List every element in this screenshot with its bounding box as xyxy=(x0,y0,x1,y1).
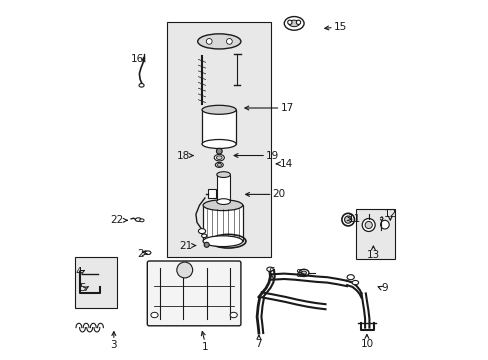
Circle shape xyxy=(287,20,291,24)
Ellipse shape xyxy=(139,84,144,87)
Text: 19: 19 xyxy=(265,150,279,161)
Text: 8: 8 xyxy=(295,269,302,279)
Text: 21: 21 xyxy=(179,240,192,251)
Ellipse shape xyxy=(140,219,144,222)
Circle shape xyxy=(380,220,388,229)
Ellipse shape xyxy=(197,34,241,49)
Text: 14: 14 xyxy=(279,159,292,169)
Circle shape xyxy=(216,148,222,154)
Text: 12: 12 xyxy=(383,209,396,219)
Ellipse shape xyxy=(216,199,230,204)
Bar xyxy=(75,257,117,308)
Ellipse shape xyxy=(216,172,230,177)
Circle shape xyxy=(206,39,212,44)
Bar xyxy=(203,205,242,241)
Bar xyxy=(202,110,236,144)
Ellipse shape xyxy=(288,20,299,27)
Bar xyxy=(216,175,230,202)
Ellipse shape xyxy=(351,280,358,285)
Text: 20: 20 xyxy=(272,189,285,199)
Ellipse shape xyxy=(151,312,158,318)
Ellipse shape xyxy=(266,267,273,271)
Bar xyxy=(208,189,215,198)
Text: 15: 15 xyxy=(333,22,346,32)
Ellipse shape xyxy=(230,312,237,318)
Ellipse shape xyxy=(215,162,223,167)
Ellipse shape xyxy=(135,218,141,221)
Circle shape xyxy=(177,262,192,278)
Bar xyxy=(167,22,271,257)
Text: 18: 18 xyxy=(177,150,190,161)
Ellipse shape xyxy=(217,163,221,166)
Ellipse shape xyxy=(214,154,224,161)
Text: 3: 3 xyxy=(110,340,117,350)
Ellipse shape xyxy=(145,251,151,255)
Text: 1: 1 xyxy=(201,342,208,352)
Bar xyxy=(355,209,394,259)
Circle shape xyxy=(204,242,209,247)
Circle shape xyxy=(365,221,371,229)
Ellipse shape xyxy=(301,271,306,275)
Text: 6: 6 xyxy=(267,267,274,277)
Ellipse shape xyxy=(203,236,242,247)
Text: 16: 16 xyxy=(130,54,143,64)
Text: 10: 10 xyxy=(360,339,373,349)
Ellipse shape xyxy=(203,200,242,211)
Text: 4: 4 xyxy=(75,267,81,277)
Ellipse shape xyxy=(346,275,354,280)
Ellipse shape xyxy=(344,216,351,223)
Text: 7: 7 xyxy=(255,339,262,349)
Text: 11: 11 xyxy=(347,214,361,224)
Ellipse shape xyxy=(202,105,236,114)
Circle shape xyxy=(296,20,300,24)
FancyBboxPatch shape xyxy=(147,261,241,326)
Circle shape xyxy=(362,219,374,231)
Ellipse shape xyxy=(284,17,304,30)
Ellipse shape xyxy=(198,229,205,234)
Ellipse shape xyxy=(216,156,222,159)
Ellipse shape xyxy=(298,269,308,276)
Ellipse shape xyxy=(201,234,206,238)
Text: 17: 17 xyxy=(280,103,293,113)
Text: 2: 2 xyxy=(137,249,143,259)
Circle shape xyxy=(226,39,232,44)
Text: 13: 13 xyxy=(366,250,379,260)
Ellipse shape xyxy=(202,140,236,149)
Text: 9: 9 xyxy=(381,283,387,293)
Text: 5: 5 xyxy=(80,283,86,293)
Text: 22: 22 xyxy=(110,215,123,225)
